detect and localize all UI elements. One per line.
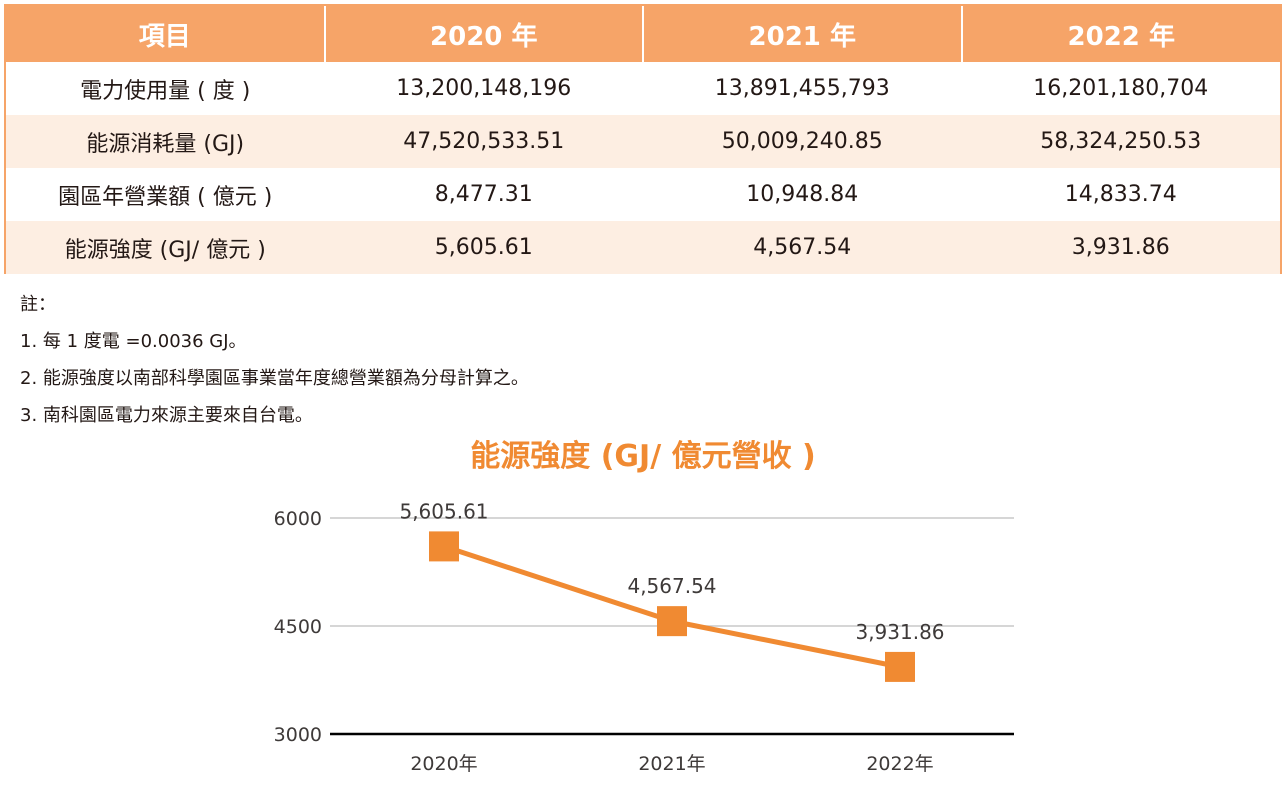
cell-value: 3,931.86 xyxy=(1071,235,1170,260)
notes-section: 註： 1. 每 1 度電 =0.0036 GJ。 2. 能源強度以南部科學園區事… xyxy=(20,286,529,434)
chart-y-tick-label: 4500 xyxy=(274,616,322,638)
notes-title: 註： xyxy=(20,294,56,315)
chart-y-ticks: 3000 4500 6000 xyxy=(274,508,322,746)
table-row: 園區年營業額 ( 億元 ) 8,477.31 10,948.84 14,833.… xyxy=(6,168,1280,221)
cell-value: 10,948.84 xyxy=(746,182,859,207)
energy-intensity-chart: 能源強度 (GJ/ 億元營收 ) 3000 4500 6000 2020年 2021年… xyxy=(274,439,1014,775)
chart-x-tick-label: 2021年 xyxy=(638,753,705,775)
header-2021: 2021 年 xyxy=(642,6,962,62)
cell-value: 47,520,533.51 xyxy=(403,129,565,154)
table-row: 能源強度 (GJ/ 億元 ) 5,605.61 4,567.54 3,931.8… xyxy=(6,221,1280,274)
chart-data-label: 3,931.86 xyxy=(855,620,944,644)
cell-value: 5,605.61 xyxy=(434,235,533,260)
header-2020: 2020 年 xyxy=(323,6,643,62)
energy-table-container: 項目 2020 年 2021 年 2022 年 電力使用量 ( 度 ) 13,2… xyxy=(4,4,1282,274)
row-label: 電力使用量 ( 度 ) xyxy=(80,78,251,104)
cell-value: 16,201,180,704 xyxy=(1033,76,1209,101)
cell-value: 4,567.54 xyxy=(753,235,852,260)
chart-data-label: 4,567.54 xyxy=(627,574,716,598)
row-label: 能源消耗量 (GJ) xyxy=(86,131,245,157)
cell-value: 50,009,240.85 xyxy=(721,129,883,154)
table-row: 能源消耗量 (GJ) 47,520,533.51 50,009,240.85 5… xyxy=(6,115,1280,168)
header-item: 項目 xyxy=(6,6,325,62)
note-item: 3. 南科園區電力來源主要來自台電。 xyxy=(20,405,313,426)
chart-x-labels: 2020年 2021年 2022年 xyxy=(410,753,933,775)
chart-data-point xyxy=(885,651,915,682)
table-header-row: 項目 2020 年 2021 年 2022 年 xyxy=(6,6,1280,62)
chart-data-point xyxy=(657,606,687,637)
table-row: 電力使用量 ( 度 ) 13,200,148,196 13,891,455,79… xyxy=(6,62,1280,115)
cell-value: 13,200,148,196 xyxy=(396,76,572,101)
note-item: 1. 每 1 度電 =0.0036 GJ。 xyxy=(20,331,247,352)
cell-value: 58,324,250.53 xyxy=(1040,129,1202,154)
chart-y-tick-label: 6000 xyxy=(274,508,322,530)
chart-x-tick-label: 2020年 xyxy=(410,753,477,775)
cell-value: 8,477.31 xyxy=(434,182,533,207)
chart-data-label: 5,605.61 xyxy=(399,499,488,523)
chart-x-tick-label: 2022年 xyxy=(866,753,933,775)
cell-value: 13,891,455,793 xyxy=(714,76,890,101)
chart-y-tick-label: 3000 xyxy=(274,724,322,746)
chart-markers xyxy=(429,531,915,682)
cell-value: 14,833.74 xyxy=(1064,182,1177,207)
note-item: 2. 能源強度以南部科學園區事業當年度總營業額為分母計算之。 xyxy=(20,368,529,389)
chart-data-point xyxy=(429,531,459,562)
chart-data-labels: 5,605.61 4,567.54 3,931.86 xyxy=(399,499,944,644)
row-label: 園區年營業額 ( 億元 ) xyxy=(58,184,273,210)
row-label: 能源強度 (GJ/ 億元 ) xyxy=(64,237,266,263)
header-2022: 2022 年 xyxy=(960,6,1280,62)
chart-title: 能源強度 (GJ/ 億元營收 ) xyxy=(470,439,816,474)
energy-table: 項目 2020 年 2021 年 2022 年 電力使用量 ( 度 ) 13,2… xyxy=(6,6,1280,274)
